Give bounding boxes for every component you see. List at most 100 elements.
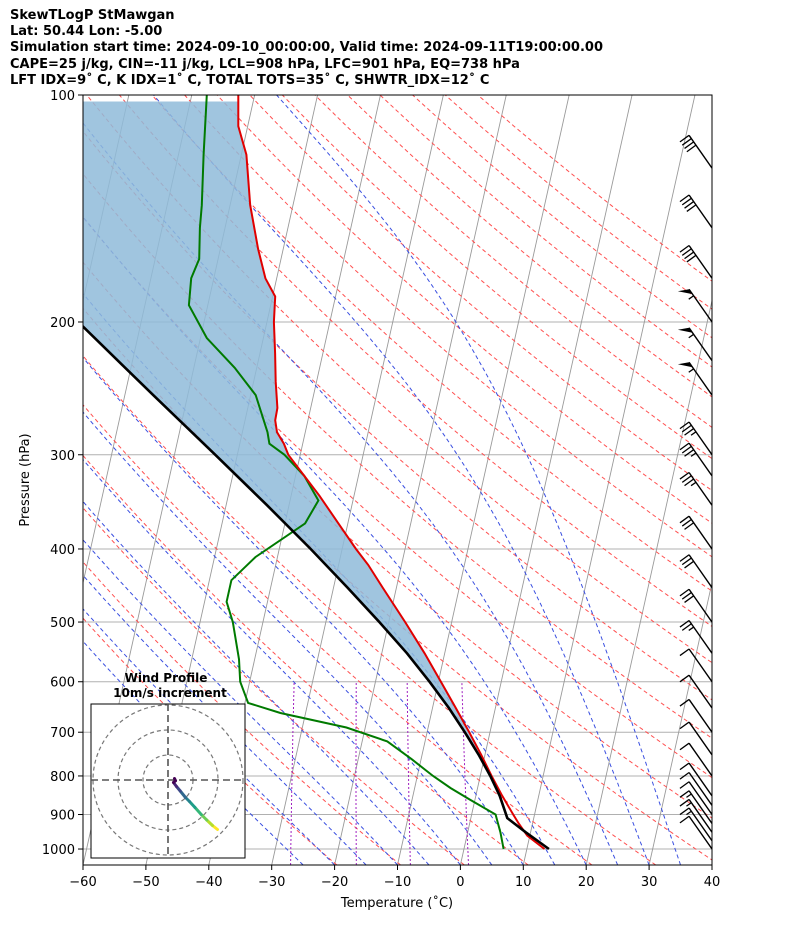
x-tick-label: −20 <box>321 875 348 890</box>
barb-full <box>679 772 690 780</box>
y-tick-label: 500 <box>50 616 75 631</box>
dry-adiabat <box>184 95 712 558</box>
barb-full <box>679 421 690 430</box>
barb-staff <box>688 620 712 654</box>
barb-full <box>681 557 692 566</box>
barb-full <box>687 72 696 79</box>
x-tick-label: −50 <box>132 875 159 890</box>
wind-barb <box>679 721 712 756</box>
isotherm-line <box>334 95 507 865</box>
barb-full <box>679 742 690 751</box>
y-tick-label: 400 <box>50 543 75 558</box>
wind-barb <box>677 327 712 361</box>
dry-adiabat <box>119 95 712 628</box>
isotherm-line <box>459 95 633 865</box>
barb-staff <box>688 327 712 361</box>
y-tick-label: 1000 <box>42 843 75 858</box>
isotherm-line <box>711 862 712 865</box>
dry-adiabat <box>281 95 712 460</box>
location-label: Lat: 50.44 Lon: -5.00 <box>10 24 163 40</box>
isotherm-line <box>522 95 696 865</box>
barb-full <box>684 595 695 603</box>
dry-adiabat <box>83 355 657 865</box>
x-tick-label: −40 <box>195 875 222 890</box>
dry-adiabat <box>314 95 712 428</box>
wind-barb <box>679 807 712 842</box>
stability-indices-1: CAPE=25 j/kg, CIN=-11 j/kg, LCL=908 hPa,… <box>10 56 520 72</box>
barb-full <box>681 445 692 454</box>
hodograph-subtitle: 10m/s increment <box>113 686 227 700</box>
stability-indices-2: LFT IDX=9˚ C, K IDX=1˚ C, TOTAL TOTS=35˚… <box>10 72 490 88</box>
moist-adiabat <box>83 122 619 865</box>
dry-adiabat <box>151 95 712 592</box>
moist-adiabat <box>83 411 493 865</box>
plot-area <box>83 69 712 865</box>
barb-full <box>686 144 697 153</box>
mixing-ratio-line <box>461 681 469 865</box>
x-axis-label: Temperature (˚C) <box>340 895 453 911</box>
barb-staff <box>688 442 712 477</box>
wind-barb <box>679 790 712 824</box>
barb-full <box>681 475 692 483</box>
hodograph-inset: Wind Profile 10m/s increment <box>90 671 246 859</box>
barb-full <box>684 522 695 530</box>
barb-half <box>686 810 692 816</box>
plot-clip-group <box>83 69 712 865</box>
barb-staff <box>688 790 712 824</box>
dry-adiabat <box>249 95 712 492</box>
barb-full <box>681 623 692 631</box>
hodograph-title: Wind Profile <box>125 671 208 685</box>
mixing-ratio-line <box>406 681 411 865</box>
wind-barb <box>679 554 712 588</box>
wind-barb <box>679 194 712 229</box>
dry-adiabat <box>444 95 712 310</box>
dewpoint-line <box>187 95 505 850</box>
barb-full <box>679 588 690 597</box>
barb-full <box>679 807 690 816</box>
wind-barb <box>679 588 712 623</box>
barb-full <box>684 201 695 209</box>
wind-barb <box>679 421 712 456</box>
barb-full <box>679 194 690 203</box>
barb-staff <box>688 554 712 588</box>
barb-half <box>686 793 692 798</box>
wind-barb <box>679 742 712 777</box>
barb-full <box>684 428 695 436</box>
hodograph-clip-group <box>91 704 245 858</box>
parcel-line <box>83 324 550 851</box>
barb-half <box>688 295 695 300</box>
barb-full <box>679 815 690 824</box>
moist-adiabat <box>83 356 524 865</box>
axes: Temperature (˚C) Pressure (hPa) −60 −50 −4… <box>18 89 720 911</box>
dry-adiabat <box>83 507 465 865</box>
barb-staff <box>688 472 712 506</box>
barb-full <box>679 471 690 480</box>
barb-full <box>684 560 695 569</box>
barb-staff <box>688 742 712 777</box>
barb-full <box>681 424 692 433</box>
barb-full <box>684 449 695 457</box>
wind-barb <box>679 815 712 850</box>
barb-staff <box>688 515 712 550</box>
barb-full <box>686 204 697 212</box>
barb-staff <box>688 799 712 833</box>
y-tick-label: 800 <box>50 770 75 785</box>
wind-barb <box>679 781 712 815</box>
barb-full <box>684 251 695 260</box>
barb-staff <box>688 772 712 806</box>
barb-full <box>679 798 690 807</box>
x-tick-label: 10 <box>515 875 532 890</box>
barb-full <box>679 244 690 253</box>
barb-full <box>679 781 690 789</box>
wind-barb <box>677 361 712 396</box>
barb-pennant <box>677 362 693 368</box>
dry-adiabat <box>83 173 712 739</box>
barb-full <box>685 69 694 76</box>
barb-staff <box>688 815 712 850</box>
barb-staff <box>688 721 712 756</box>
barb-half <box>690 481 697 487</box>
wind-barb <box>679 798 712 833</box>
valid-time-label: Simulation start time: 2024-09-10_00:00:… <box>10 40 603 56</box>
chart-header: SkewTLogP StMawgan Lat: 50.44 Lon: -5.00… <box>10 8 603 89</box>
wind-barb <box>677 288 712 323</box>
